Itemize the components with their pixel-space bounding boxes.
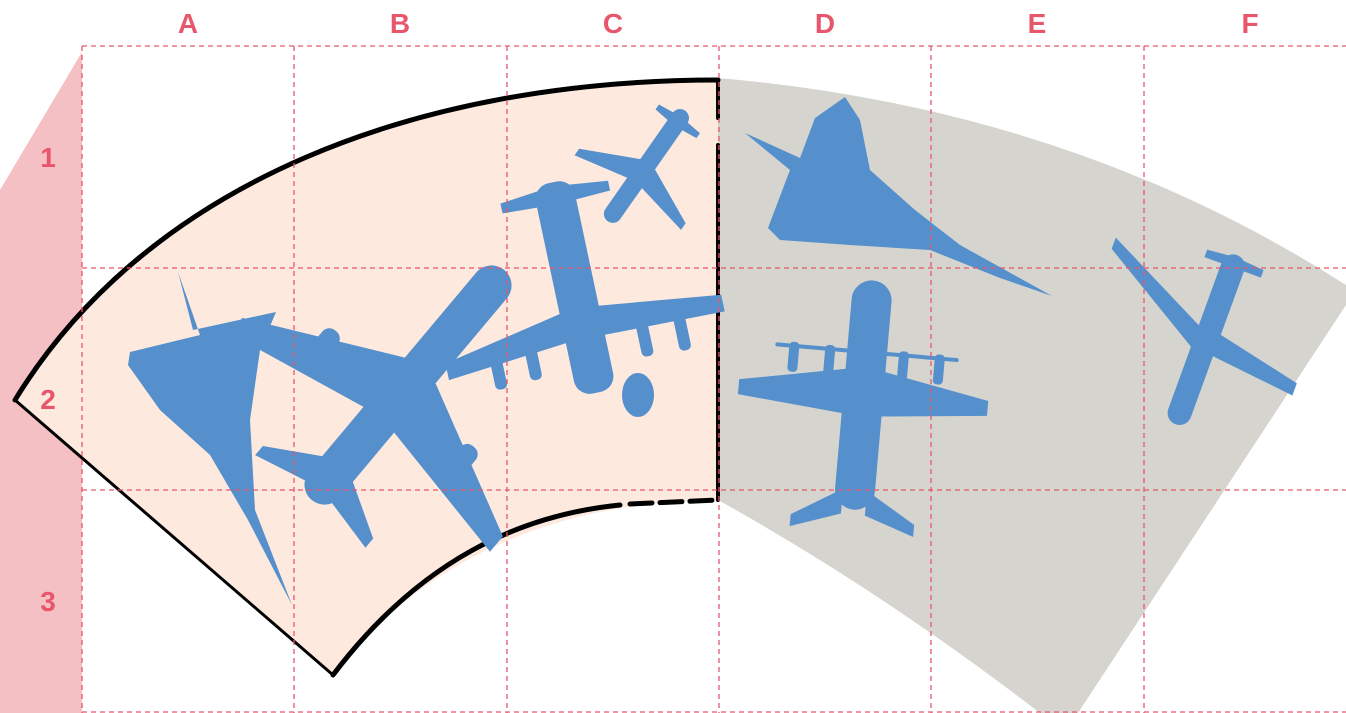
turboprop-transport-d2 bbox=[737, 280, 989, 537]
delta-wing-jet-a2 bbox=[128, 272, 292, 605]
business-jet-f2 bbox=[1111, 237, 1297, 425]
tail-fin-c2 bbox=[622, 373, 654, 417]
supersonic-jet-d1 bbox=[745, 97, 1052, 296]
column-label-f: F bbox=[1241, 8, 1258, 39]
widebody-jet-b2 bbox=[229, 265, 512, 552]
column-label-c: C bbox=[603, 8, 623, 39]
row-label-1: 1 bbox=[40, 142, 56, 173]
sector-outline bbox=[12, 77, 721, 678]
row-label-2: 2 bbox=[40, 384, 56, 415]
column-label-d: D bbox=[815, 8, 835, 39]
column-label-a: A bbox=[178, 8, 198, 39]
column-label-e: E bbox=[1028, 8, 1047, 39]
grid-lines bbox=[81, 45, 1346, 713]
row-label-3: 3 bbox=[40, 586, 56, 617]
column-label-b: B bbox=[390, 8, 410, 39]
small-jet-c1 bbox=[574, 104, 700, 230]
